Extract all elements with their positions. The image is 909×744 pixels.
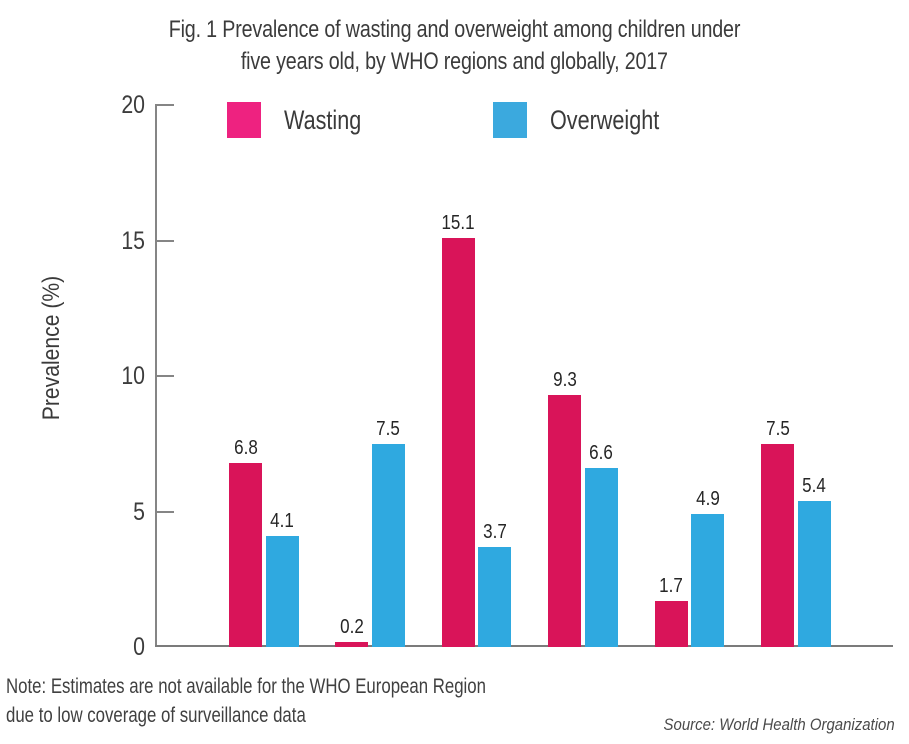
overweight-bar-6 bbox=[797, 500, 831, 647]
overweight-bar-2 bbox=[371, 443, 405, 647]
y-tick-10 bbox=[155, 375, 174, 377]
y-tick-15 bbox=[155, 239, 174, 242]
overweight-bar-3 bbox=[478, 546, 512, 647]
overweight-legend-swatch bbox=[493, 102, 527, 138]
overweight-bar-1 bbox=[265, 535, 299, 647]
wasting-bar-3 bbox=[441, 237, 475, 647]
figure-title-line2: five years old, by WHO regions and globa… bbox=[241, 48, 668, 75]
wasting-value-label-2: 0.2 bbox=[340, 615, 364, 638]
figure-title: Fig. 1 Prevalence of wasting and overwei… bbox=[0, 14, 909, 78]
overweight-value-label-6: 5.4 bbox=[802, 474, 826, 497]
y-tick-label-20: 20 bbox=[121, 91, 145, 119]
overweight-bar-5 bbox=[691, 514, 725, 647]
footnote: Note: Estimates are not available for th… bbox=[6, 672, 606, 730]
x-axis-line bbox=[155, 645, 893, 647]
overweight-value-label-2: 7.5 bbox=[376, 417, 401, 440]
y-tick-5 bbox=[155, 510, 174, 513]
footnote-line2: due to low coverage of surveillance data bbox=[6, 704, 306, 727]
y-tick-label-10: 10 bbox=[121, 362, 145, 390]
wasting-value-label-5: 1.7 bbox=[659, 574, 683, 597]
y-tick-label-0: 0 bbox=[133, 633, 145, 661]
overweight-value-label-4: 6.6 bbox=[589, 442, 614, 465]
source-credit: Source: World Health Organization bbox=[663, 715, 895, 734]
legend-item-wasting: Wasting bbox=[227, 102, 381, 138]
wasting-legend-label: Wasting bbox=[284, 105, 362, 135]
legend-item-overweight: Overweight bbox=[493, 102, 687, 138]
wasting-value-label-1: 6.8 bbox=[233, 436, 258, 459]
plot-area: 0 5 10 15 20 6.8 0.2 15.1 9.3 1.7 7.5 4.1 7.5 3.7 6.6 4… bbox=[121, 91, 893, 661]
wasting-bar-2 bbox=[335, 641, 369, 647]
wasting-value-label-4: 9.3 bbox=[552, 368, 577, 391]
wasting-value-label-3: 15.1 bbox=[441, 211, 475, 234]
wasting-bar-5 bbox=[654, 600, 688, 647]
y-axis-title: Prevalence (%) bbox=[38, 275, 65, 421]
overweight-value-label-3: 3.7 bbox=[482, 520, 507, 543]
y-tick-label-5: 5 bbox=[133, 497, 145, 526]
wasting-value-label-6: 7.5 bbox=[765, 417, 790, 440]
overweight-value-label-5: 4.9 bbox=[695, 488, 720, 511]
overweight-bar-4 bbox=[584, 468, 618, 647]
footnote-line1: Note: Estimates are not available for th… bbox=[6, 675, 486, 698]
wasting-bar-6 bbox=[761, 443, 794, 647]
y-tick-label-15: 15 bbox=[121, 226, 145, 255]
wasting-bar-4 bbox=[548, 394, 582, 647]
overweight-value-label-1: 4.1 bbox=[270, 509, 294, 532]
wasting-legend-swatch bbox=[227, 102, 261, 138]
y-tick-20 bbox=[155, 104, 174, 106]
wasting-bar-1 bbox=[229, 462, 262, 647]
overweight-legend-label: Overweight bbox=[550, 105, 660, 135]
figure-title-line1: Fig. 1 Prevalence of wasting and overwei… bbox=[168, 16, 741, 43]
